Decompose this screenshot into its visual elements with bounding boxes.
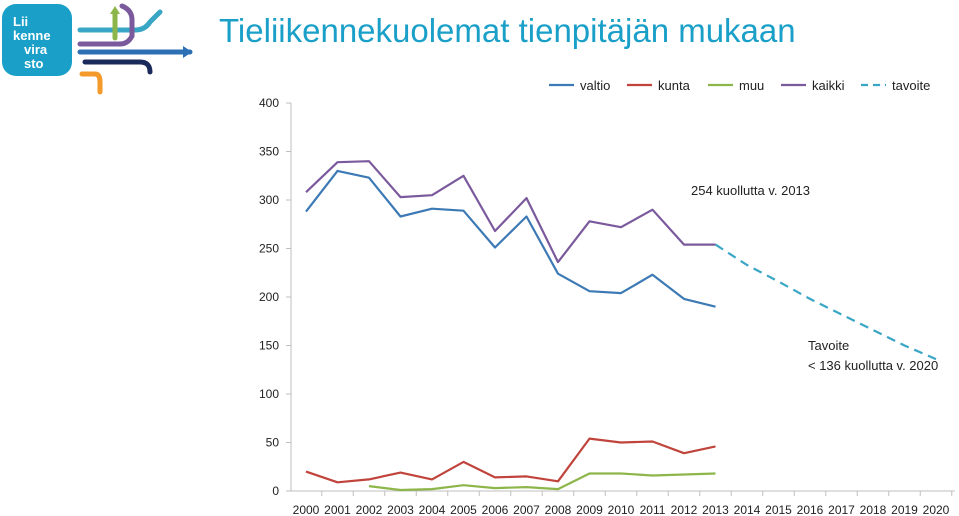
x-tick-label: 2012 bbox=[671, 503, 698, 516]
series-line-kaikki bbox=[305, 160, 716, 264]
x-tick-label: 2020 bbox=[923, 503, 950, 516]
y-tick-label: 250 bbox=[259, 242, 279, 256]
chart-axes bbox=[286, 102, 955, 496]
x-tick-label: 2009 bbox=[576, 503, 603, 516]
legend-label-valtio: valtio bbox=[580, 78, 610, 93]
legend-label-kunta: kunta bbox=[658, 78, 691, 93]
page-title: Tieliikennekuolemat tienpitäjän mukaan bbox=[219, 12, 796, 49]
series-line-kunta bbox=[305, 437, 716, 484]
x-tick-label: 2006 bbox=[482, 503, 509, 516]
x-tick-label: 2003 bbox=[387, 503, 414, 516]
x-tick-label: 2013 bbox=[702, 503, 729, 516]
x-tick-label: 2014 bbox=[734, 503, 761, 516]
x-tick-label: 2002 bbox=[356, 503, 383, 516]
x-tick-label: 2016 bbox=[797, 503, 824, 516]
y-tick-label: 400 bbox=[259, 96, 279, 110]
legend-label-muu: muu bbox=[739, 78, 764, 93]
legend-label-kaikki: kaikki bbox=[812, 78, 845, 93]
series-lines bbox=[305, 160, 937, 492]
y-tick-label: 100 bbox=[259, 387, 279, 401]
x-tick-label: 2007 bbox=[513, 503, 540, 516]
x-tick-label: 2000 bbox=[293, 503, 320, 516]
x-tick-label: 2001 bbox=[324, 503, 351, 516]
logo-text-1: Lii bbox=[13, 14, 28, 29]
liikennevirasto-logo: Lii kenne vira sto bbox=[2, 3, 193, 95]
logo-text-2: kenne bbox=[13, 28, 51, 43]
x-tick-label: 2018 bbox=[860, 503, 887, 516]
annotation-target-value: < 136 kuollutta v. 2020 bbox=[808, 358, 938, 373]
legend: valtio kunta muu kaikki tavoite bbox=[549, 78, 930, 93]
x-tick-label: 2004 bbox=[419, 503, 446, 516]
x-axis-labels: 2000 2001 2002 2003 2004 2005 2006 2007 2008 2009… bbox=[293, 503, 950, 516]
y-tick-label: 350 bbox=[259, 145, 279, 159]
legend-label-tavoite: tavoite bbox=[892, 78, 930, 93]
x-tick-label: 2017 bbox=[828, 503, 855, 516]
series-line-tavoite bbox=[714, 243, 937, 361]
x-tick-label: 2010 bbox=[608, 503, 635, 516]
y-tick-label: 300 bbox=[259, 193, 279, 207]
y-tick-label: 150 bbox=[259, 339, 279, 353]
logo-text-3: vira bbox=[24, 42, 48, 57]
y-tick-label: 0 bbox=[272, 484, 279, 498]
logo-text-4: sto bbox=[24, 56, 44, 71]
x-tick-label: 2011 bbox=[640, 503, 666, 516]
annotation-target-title: Tavoite bbox=[808, 338, 849, 353]
x-tick-label: 2005 bbox=[450, 503, 477, 516]
x-tick-label: 2019 bbox=[891, 503, 918, 516]
series-line-valtio bbox=[305, 169, 716, 308]
x-tick-label: 2008 bbox=[545, 503, 572, 516]
x-tick-label: 2015 bbox=[765, 503, 792, 516]
series-line-muu bbox=[368, 472, 716, 492]
y-tick-label: 50 bbox=[266, 436, 280, 450]
annotation-2013: 254 kuollutta v. 2013 bbox=[691, 183, 810, 198]
y-axis-labels: 0 50 100 150 200 250 300 350 400 bbox=[259, 96, 279, 498]
y-tick-label: 200 bbox=[259, 290, 279, 304]
